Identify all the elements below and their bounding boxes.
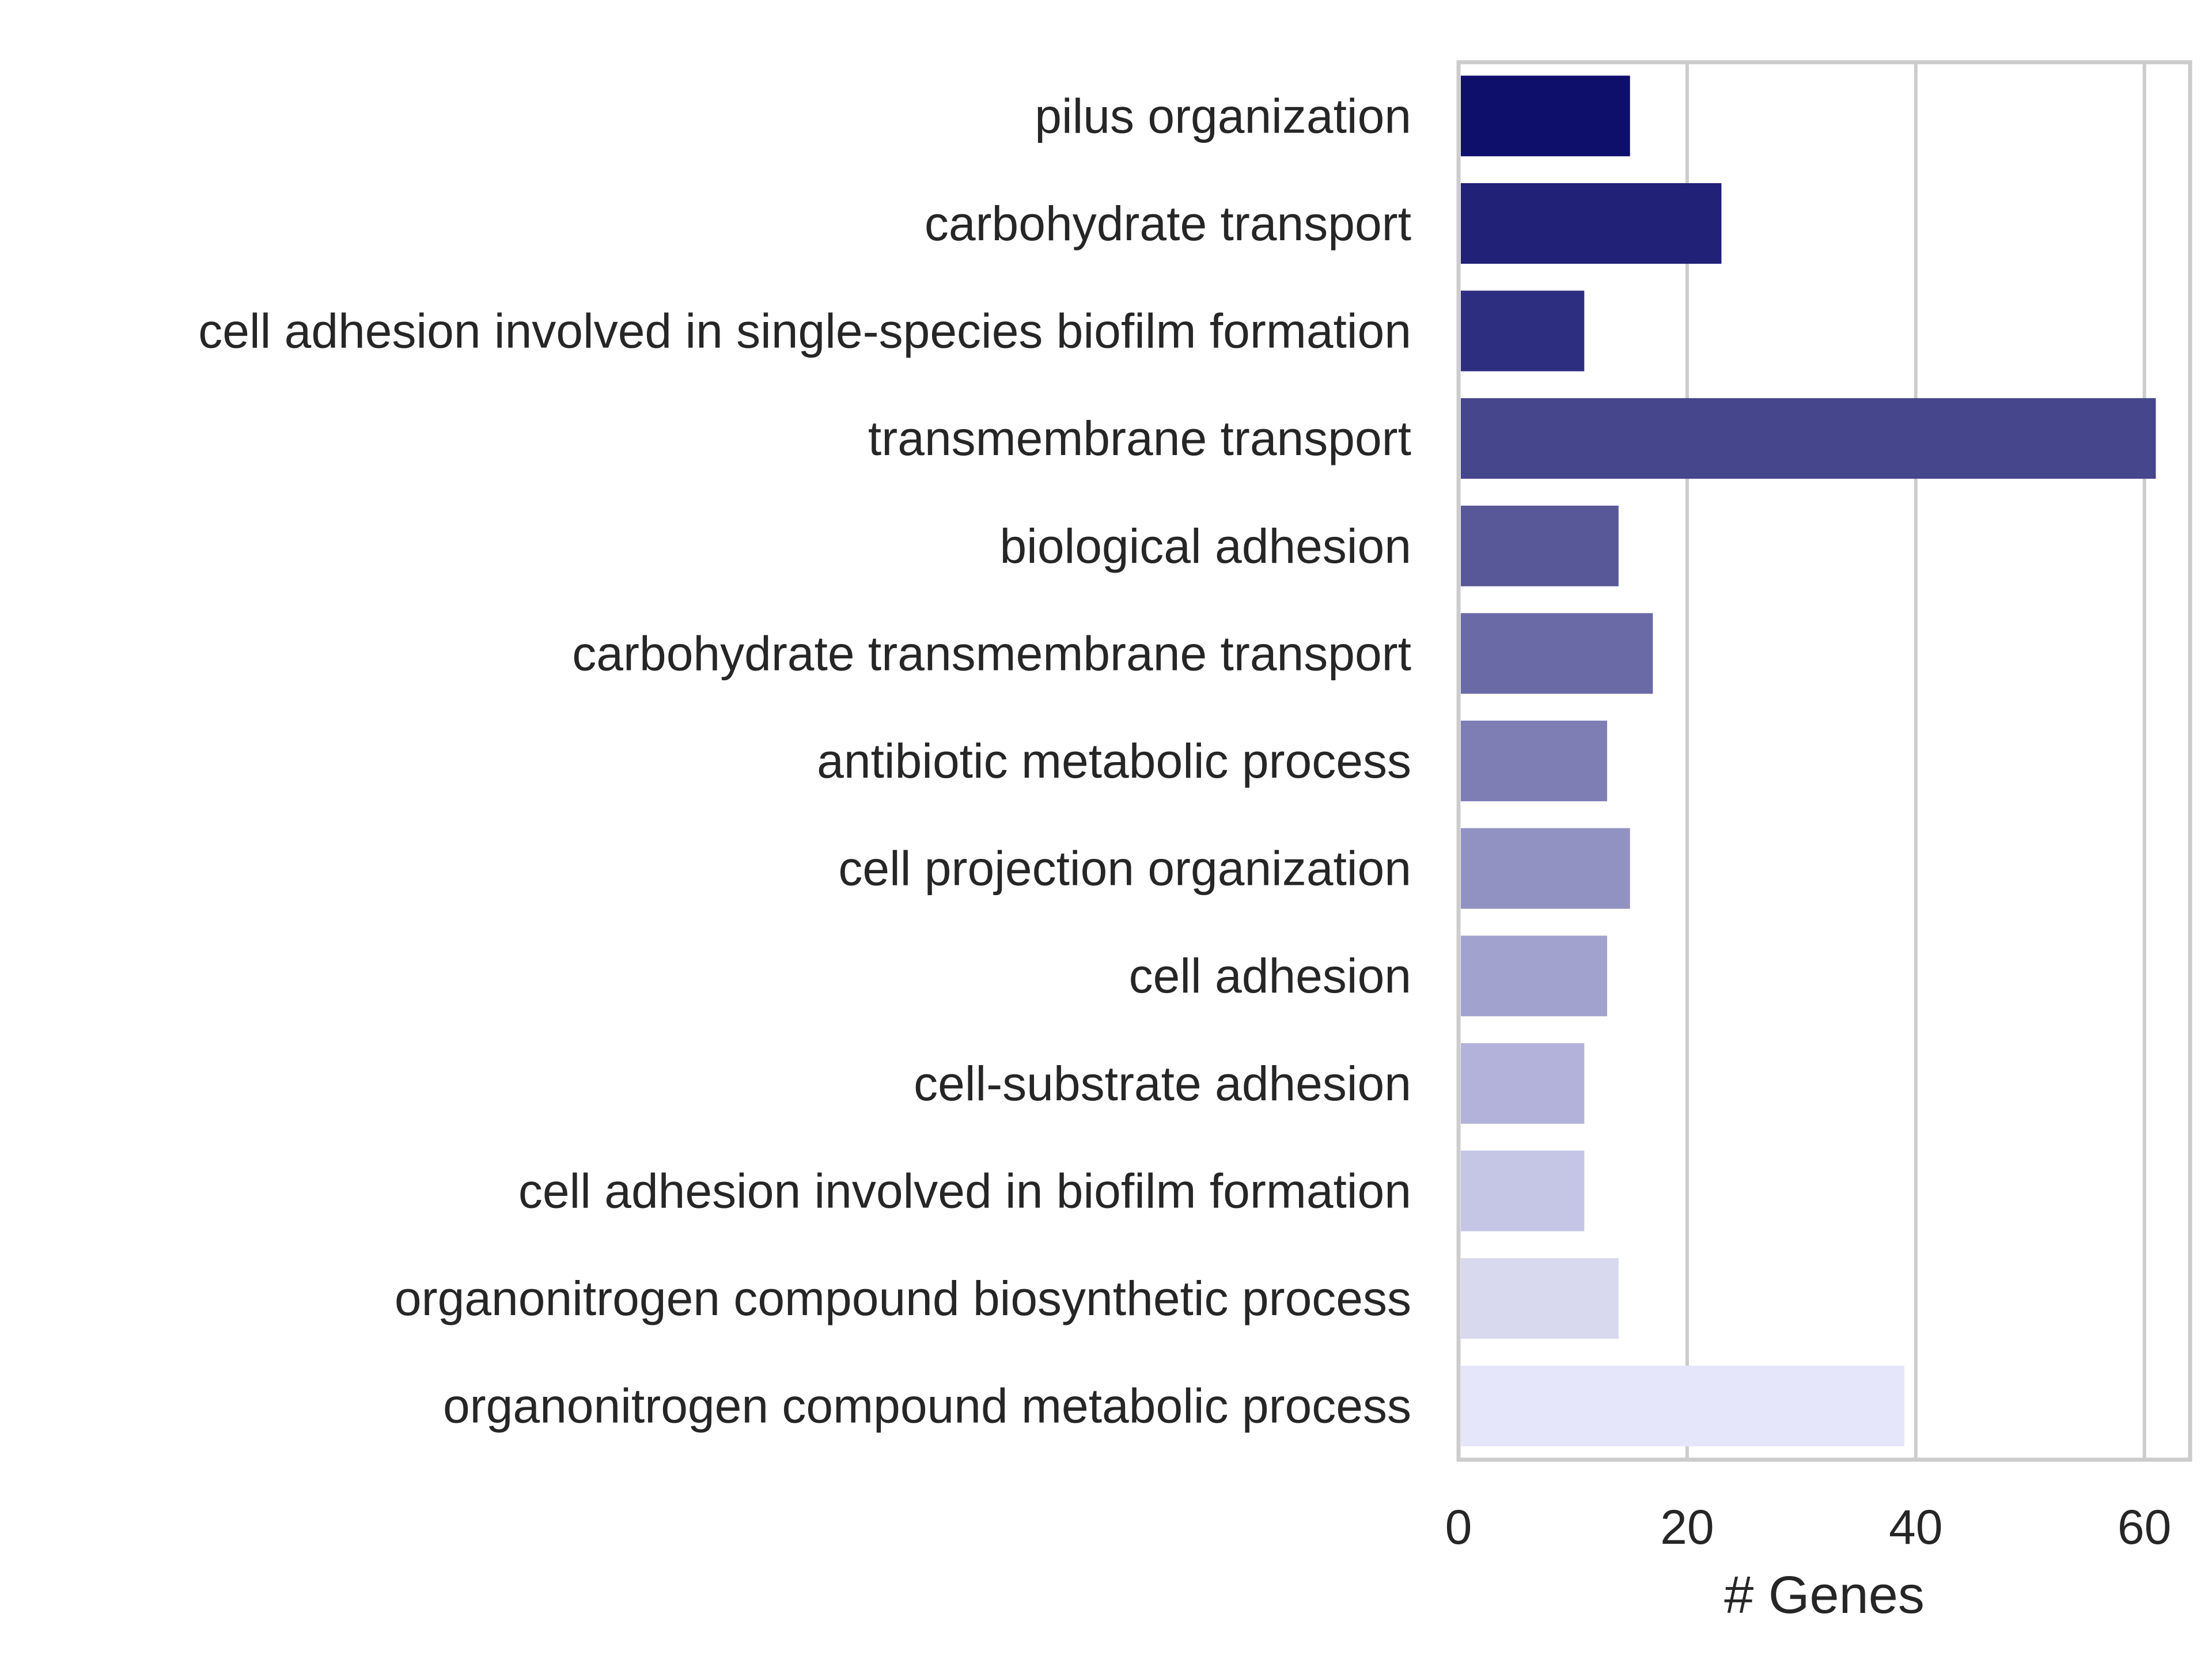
x-tick-label: 40 — [1889, 1500, 1942, 1554]
bar — [1461, 1365, 1904, 1446]
x-tick-labels: 0 20 40 60 — [1445, 1500, 2172, 1554]
bar — [1461, 1043, 1585, 1124]
bar — [1461, 721, 1607, 801]
category-label: cell adhesion — [1129, 949, 1411, 1003]
category-label: carbohydrate transport — [925, 196, 1411, 251]
category-label: organonitrogen compound metabolic proces… — [443, 1379, 1411, 1433]
bar — [1461, 828, 1630, 909]
category-label: organonitrogen compound biosynthetic pro… — [395, 1271, 1411, 1325]
category-label: pilus organization — [1035, 89, 1411, 143]
x-tick-label: 20 — [1660, 1500, 1714, 1554]
bar — [1461, 1258, 1619, 1339]
category-labels: pilus organization carbohydrate transport… — [198, 89, 1411, 1433]
category-label: antibiotic metabolic process — [817, 734, 1411, 788]
plot-frame — [1456, 60, 2192, 1462]
category-label: cell projection organization — [838, 842, 1411, 896]
x-tick-label: 0 — [1445, 1500, 1472, 1554]
bar — [1461, 290, 1585, 372]
grid-lines — [1685, 62, 2146, 1460]
category-label: cell-substrate adhesion — [914, 1056, 1411, 1111]
bar — [1461, 75, 1630, 157]
category-label: carbohydrate transmembrane transport — [572, 626, 1411, 680]
bar — [1461, 505, 1619, 586]
bar — [1461, 613, 1653, 694]
bar — [1461, 935, 1607, 1017]
bars — [1461, 75, 2156, 1446]
bar — [1461, 183, 1722, 264]
category-label: cell adhesion involved in single-species… — [198, 304, 1411, 358]
category-label: biological adhesion — [999, 519, 1411, 573]
bar — [1461, 1150, 1585, 1232]
bar — [1461, 398, 2156, 479]
x-tick-label: 60 — [2118, 1500, 2171, 1554]
x-axis-title: # Genes — [1724, 1566, 1925, 1624]
category-label: transmembrane transport — [868, 411, 1411, 465]
category-label: cell adhesion involved in biofilm format… — [518, 1164, 1411, 1218]
